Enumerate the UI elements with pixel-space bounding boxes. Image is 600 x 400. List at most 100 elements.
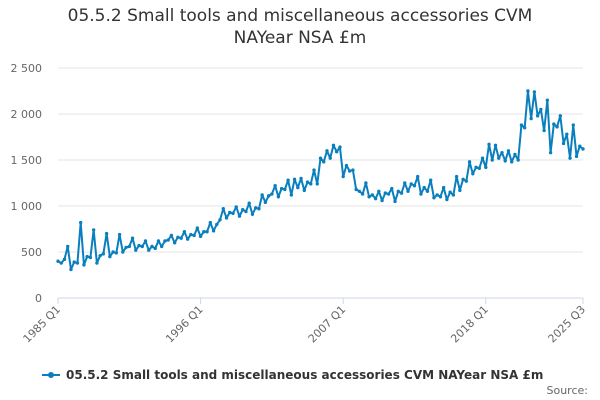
data-point[interactable] (91, 228, 96, 232)
data-point[interactable] (78, 220, 83, 225)
data-point[interactable] (72, 260, 76, 264)
data-point[interactable] (535, 114, 540, 118)
data-point[interactable] (266, 194, 271, 198)
data-point[interactable] (231, 211, 235, 216)
data-point[interactable] (198, 234, 203, 239)
data-point[interactable] (539, 107, 543, 112)
data-point[interactable] (380, 198, 384, 203)
data-point[interactable] (458, 188, 462, 193)
data-point[interactable] (354, 187, 358, 192)
data-point[interactable] (85, 254, 89, 259)
data-point[interactable] (318, 156, 323, 160)
data-point[interactable] (568, 156, 572, 160)
data-point[interactable] (176, 235, 180, 239)
data-point[interactable] (137, 243, 141, 248)
data-point[interactable] (156, 239, 161, 243)
data-point[interactable] (438, 195, 443, 199)
data-point[interactable] (59, 261, 63, 265)
data-point[interactable] (399, 191, 404, 195)
data-point[interactable] (386, 192, 391, 196)
data-point[interactable] (461, 177, 465, 182)
data-point[interactable] (484, 165, 488, 170)
data-point[interactable] (101, 252, 106, 256)
data-point[interactable] (263, 200, 268, 205)
data-point[interactable] (578, 144, 582, 148)
data-point[interactable] (480, 156, 485, 160)
data-point[interactable] (493, 143, 498, 147)
data-point[interactable] (69, 267, 73, 272)
data-point[interactable] (571, 123, 575, 127)
data-point[interactable] (467, 160, 472, 164)
data-point[interactable] (529, 116, 533, 121)
data-point[interactable] (581, 147, 585, 151)
data-point[interactable] (328, 156, 332, 160)
data-point[interactable] (66, 244, 70, 249)
data-point[interactable] (111, 250, 115, 254)
data-point[interactable] (292, 177, 297, 182)
data-point[interactable] (211, 229, 216, 233)
data-point[interactable] (312, 168, 316, 172)
data-point[interactable] (441, 185, 446, 190)
data-point[interactable] (532, 90, 537, 94)
source-credit[interactable]: Source: (546, 384, 589, 397)
data-point[interactable] (147, 248, 151, 252)
data-point[interactable] (367, 195, 371, 199)
data-point[interactable] (56, 259, 60, 263)
data-point[interactable] (276, 195, 281, 199)
data-point[interactable] (558, 114, 563, 118)
data-point[interactable] (487, 142, 491, 147)
data-point[interactable] (104, 231, 109, 236)
data-point[interactable] (286, 178, 290, 182)
data-point[interactable] (403, 181, 407, 185)
data-point[interactable] (506, 149, 511, 153)
data-point[interactable] (574, 154, 579, 159)
data-point[interactable] (185, 237, 190, 241)
data-point[interactable] (396, 189, 400, 193)
data-point[interactable] (419, 192, 423, 196)
data-point[interactable] (513, 152, 517, 157)
data-point[interactable] (409, 182, 413, 186)
data-point[interactable] (182, 230, 187, 234)
data-point[interactable] (241, 207, 245, 212)
data-point[interactable] (270, 192, 274, 196)
data-point[interactable] (377, 189, 381, 193)
data-point[interactable] (516, 158, 520, 162)
data-point[interactable] (160, 244, 164, 249)
data-point[interactable] (253, 206, 258, 210)
data-point[interactable] (445, 197, 449, 202)
data-point[interactable] (422, 185, 426, 190)
data-point[interactable] (228, 210, 232, 215)
data-point[interactable] (195, 226, 200, 230)
data-point[interactable] (82, 263, 86, 267)
data-point[interactable] (542, 128, 546, 133)
data-point[interactable] (500, 150, 504, 155)
data-point[interactable] (244, 209, 248, 214)
data-point[interactable] (510, 160, 514, 164)
data-point[interactable] (497, 156, 501, 160)
data-point[interactable] (555, 125, 559, 129)
data-point[interactable] (95, 261, 99, 265)
data-point[interactable] (325, 149, 329, 153)
data-point[interactable] (247, 201, 251, 205)
data-point[interactable] (143, 239, 148, 243)
data-point[interactable] (412, 184, 417, 188)
data-point[interactable] (335, 150, 339, 154)
data-point[interactable] (390, 186, 394, 191)
data-point[interactable] (471, 172, 475, 176)
data-point[interactable] (428, 178, 433, 182)
data-point[interactable] (435, 193, 439, 197)
data-point[interactable] (322, 160, 326, 164)
data-point[interactable] (451, 193, 456, 197)
data-point[interactable] (283, 187, 287, 192)
data-point[interactable] (257, 207, 261, 211)
data-point[interactable] (360, 192, 365, 196)
data-point[interactable] (127, 244, 131, 249)
data-point[interactable] (205, 230, 209, 234)
data-point[interactable] (75, 261, 80, 265)
data-point[interactable] (114, 251, 119, 255)
data-point[interactable] (545, 98, 550, 102)
data-point[interactable] (250, 212, 255, 216)
data-point[interactable] (364, 181, 368, 185)
data-point[interactable] (393, 199, 397, 204)
data-point[interactable] (302, 188, 306, 193)
